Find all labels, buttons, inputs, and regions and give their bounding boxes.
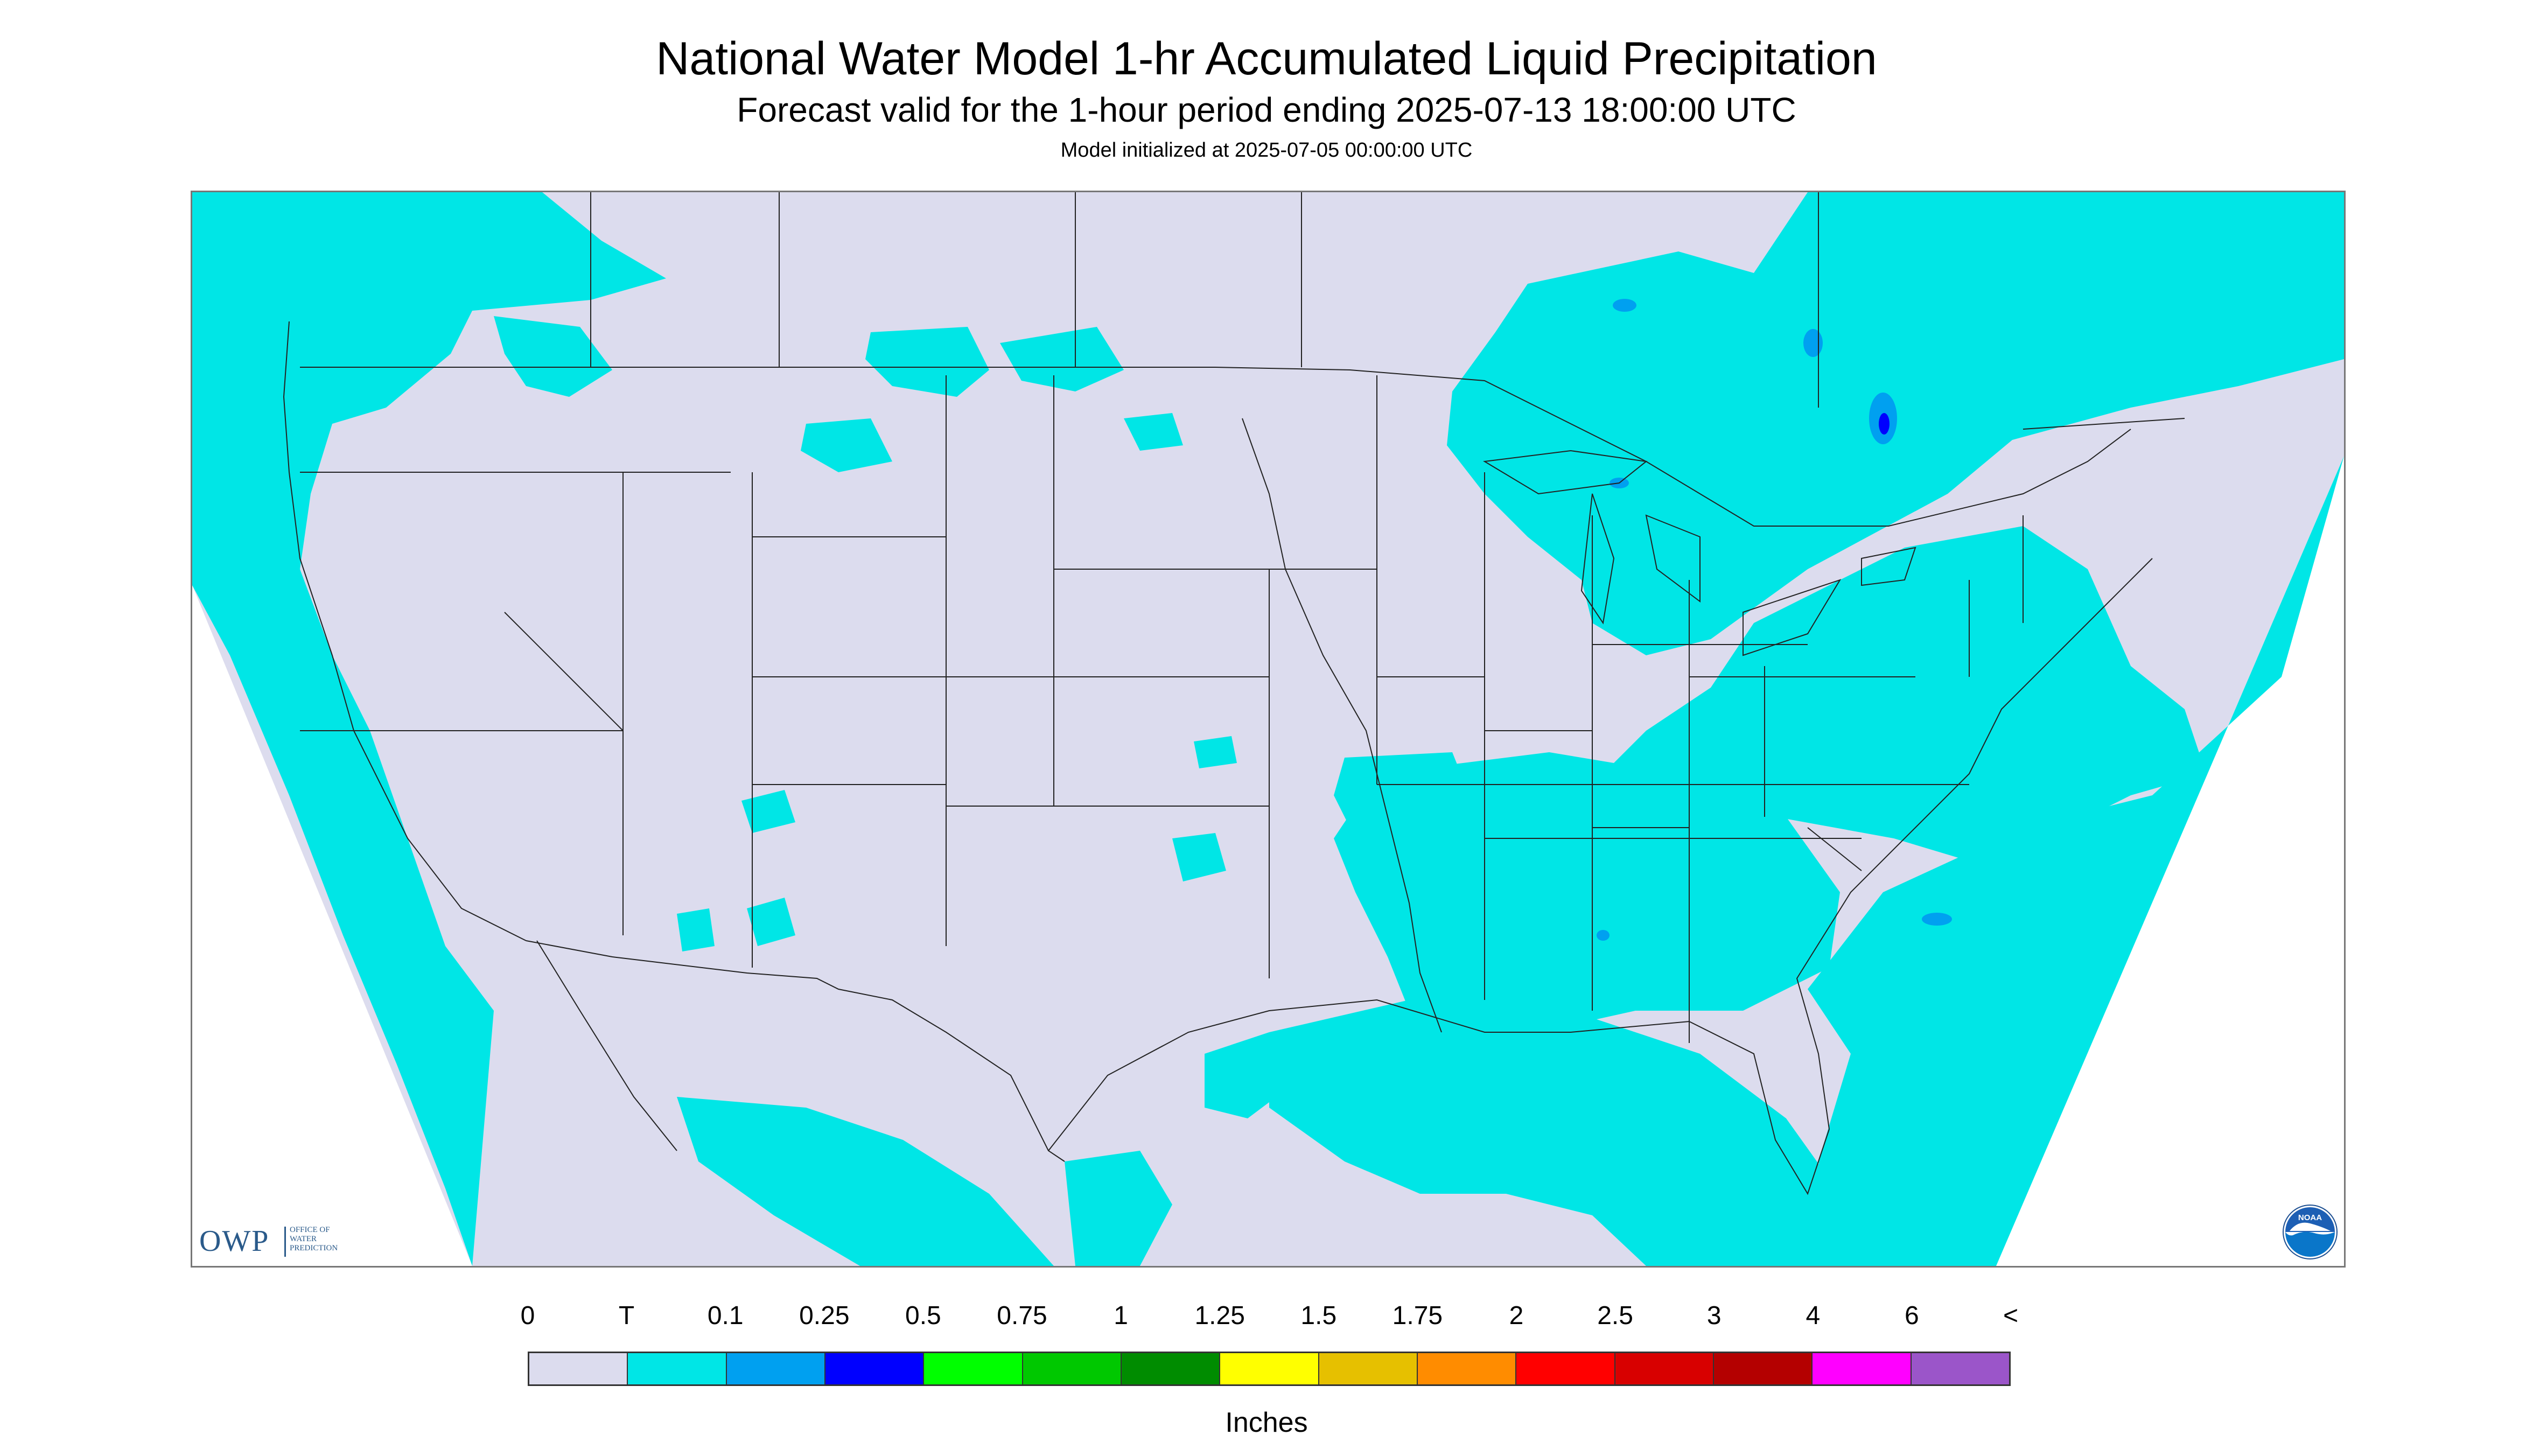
precip-area-mexico-east — [1065, 1151, 1172, 1266]
precip-area-north-dakota — [801, 418, 892, 472]
legend-swatch-10 — [1516, 1353, 1615, 1384]
precipitation-map — [191, 191, 2346, 1268]
legend-label-12: 3 — [1706, 1301, 1722, 1330]
precip-area-nm-2 — [741, 790, 795, 833]
legend-swatch-4 — [924, 1353, 1023, 1384]
legend-label-3: 0.25 — [799, 1301, 850, 1330]
pacific-coastline — [283, 321, 527, 941]
legend-swatch-7 — [1220, 1353, 1319, 1384]
legend-labels: 0 T 0.1 0.25 0.5 0.75 1 1.25 1.5 1.75 2 2.5 3 4 6 < — [0, 1303, 2533, 1341]
legend-swatch-12 — [1713, 1353, 1813, 1384]
model-init-time: Model initialized at 2025-07-05 00:00:00… — [1060, 139, 1473, 162]
legend-label-9: 1.75 — [1392, 1301, 1443, 1330]
precip-area-texas-coast — [1205, 1032, 1291, 1118]
precip-area-west-coast — [192, 192, 666, 1266]
legend-units: Inches — [1225, 1407, 1308, 1438]
precip-area-north-dakota-n — [1000, 327, 1124, 391]
legend-swatch-6 — [1121, 1353, 1221, 1384]
political-boundaries — [283, 192, 2185, 1195]
outside-domain-west — [192, 585, 472, 1266]
precip-area-arizona — [677, 908, 715, 951]
precip-area-dakotas-2 — [1124, 413, 1183, 451]
legend-label-2: 0.1 — [707, 1301, 744, 1330]
legend-label-0: 0 — [520, 1301, 535, 1330]
legend-label-5: 0.75 — [997, 1301, 1047, 1330]
legend-swatch-14 — [1911, 1353, 2009, 1384]
precip-area-montana — [865, 327, 989, 397]
precip-area-nm — [747, 898, 795, 946]
precip-area-bc — [257, 198, 515, 278]
precip-area-atlantic — [1808, 456, 2344, 1266]
state-lines — [300, 375, 2024, 1043]
precip-area-southeast — [1334, 752, 1840, 1032]
legend-label-13: 4 — [1806, 1301, 1821, 1330]
canada-province-lines — [590, 192, 2185, 430]
legend-swatch-11 — [1615, 1353, 1714, 1384]
legend-swatch-13 — [1813, 1353, 1912, 1384]
gulf-coastline — [1048, 558, 2153, 1195]
legend-label-14: 6 — [1905, 1301, 1919, 1330]
legend-label-15: < — [2003, 1301, 2019, 1330]
blue-precip-cells — [1879, 413, 1890, 435]
noaa-logo-text: NOAA — [2298, 1213, 2322, 1222]
legend-swatch-3 — [825, 1353, 925, 1384]
us-canada-border — [300, 367, 2131, 527]
legend-label-4: 0.5 — [905, 1301, 941, 1330]
legend-swatch-5 — [1023, 1353, 1122, 1384]
owp-logo-mark: OWP — [199, 1224, 270, 1258]
owp-logo: OWP OFFICE OF WATER PREDICTION — [199, 1222, 372, 1260]
legend-swatch-2 — [726, 1353, 825, 1384]
map-canvas — [192, 192, 2344, 1266]
us-mexico-border — [526, 940, 1065, 1162]
precip-area-colorado — [1194, 736, 1237, 768]
map-title: National Water Model 1-hr Accumulated Li… — [656, 33, 1877, 85]
legend-label-6: 1 — [1114, 1301, 1128, 1330]
precip-area-nw-interior — [494, 316, 612, 397]
precip-area-gulf — [1269, 1000, 1840, 1266]
noaa-logo-icon: NOAA — [2283, 1205, 2338, 1259]
baja-coastline — [536, 940, 677, 1151]
legend-label-8: 1.5 — [1300, 1301, 1337, 1330]
owp-logo-text: OFFICE OF WATER PREDICTION — [290, 1226, 338, 1252]
legend-colorbar — [528, 1352, 2011, 1386]
legend-swatch-1 — [628, 1353, 727, 1384]
precip-area-mexico — [677, 1097, 1054, 1266]
legend-swatch-9 — [1417, 1353, 1517, 1384]
legend-label-11: 2.5 — [1597, 1301, 1633, 1330]
legend-label-10: 2 — [1509, 1301, 1524, 1330]
precip-area-oklahoma — [1172, 833, 1226, 881]
legend-swatch-0 — [529, 1353, 628, 1384]
owp-logo-divider — [284, 1227, 286, 1257]
precip-area-arkansas — [1334, 752, 1474, 849]
legend-label-1: T — [618, 1301, 635, 1330]
legend-swatch-8 — [1319, 1353, 1418, 1384]
great-lakes — [1483, 450, 1916, 656]
forecast-valid-subtitle: Forecast valid for the 1-hour period end… — [737, 90, 1796, 129]
mississippi-river — [1242, 418, 1442, 1033]
legend-label-7: 1.25 — [1194, 1301, 1245, 1330]
